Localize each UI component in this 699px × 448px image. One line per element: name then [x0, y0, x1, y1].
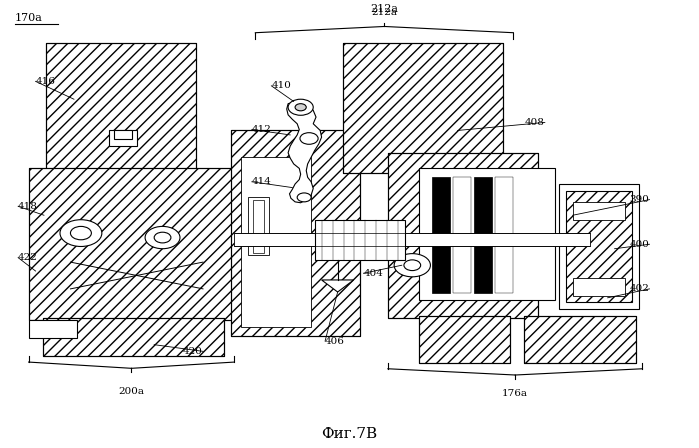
Bar [43, 318, 224, 356]
Bar [231, 130, 360, 336]
Bar [453, 177, 471, 293]
Text: 416: 416 [36, 77, 55, 86]
Text: 212a: 212a [370, 4, 398, 13]
Text: 420: 420 [183, 347, 203, 356]
Text: 406: 406 [325, 336, 345, 345]
Text: Фиг.7В: Фиг.7В [322, 427, 377, 441]
Text: 404: 404 [363, 269, 383, 278]
Bar [231, 130, 360, 336]
Bar [109, 130, 137, 146]
Text: 408: 408 [525, 118, 545, 127]
Circle shape [71, 226, 92, 240]
Circle shape [295, 103, 306, 111]
Bar [46, 43, 196, 173]
Bar [565, 191, 632, 302]
Bar [234, 233, 590, 246]
Bar [419, 168, 555, 300]
Bar [248, 198, 269, 255]
Bar [114, 130, 132, 139]
Text: 390: 390 [630, 195, 649, 204]
Bar [29, 168, 238, 320]
Text: 410: 410 [271, 82, 291, 90]
Bar [29, 320, 78, 338]
Circle shape [154, 232, 171, 243]
Bar [572, 278, 625, 296]
Bar [43, 318, 224, 356]
Circle shape [288, 99, 313, 115]
Text: 414: 414 [252, 177, 272, 186]
Bar [559, 184, 639, 309]
Bar [343, 43, 503, 173]
Text: 422: 422 [18, 253, 38, 262]
Bar [474, 177, 492, 293]
Text: 412: 412 [252, 125, 272, 134]
Text: 418: 418 [18, 202, 38, 211]
Bar [343, 43, 503, 173]
Text: 402: 402 [630, 284, 649, 293]
Polygon shape [287, 101, 322, 203]
Bar [398, 171, 412, 198]
Bar [253, 200, 264, 253]
Bar [388, 153, 538, 318]
Circle shape [394, 254, 431, 277]
Text: 212a: 212a [371, 8, 397, 17]
Polygon shape [322, 280, 354, 292]
Text: 170a: 170a [15, 13, 43, 23]
Circle shape [297, 193, 311, 202]
Circle shape [60, 220, 102, 246]
Bar [29, 168, 238, 320]
Bar [432, 177, 450, 293]
Text: 176a: 176a [502, 389, 528, 398]
Bar [46, 43, 196, 173]
Bar [241, 157, 311, 327]
Text: 400: 400 [630, 240, 649, 249]
Text: 200a: 200a [118, 387, 144, 396]
Bar [524, 316, 635, 362]
Circle shape [145, 226, 180, 249]
Bar [524, 316, 635, 362]
Bar [388, 153, 538, 318]
Circle shape [300, 133, 318, 144]
Bar [419, 316, 510, 362]
Bar [419, 316, 510, 362]
Bar [315, 220, 405, 260]
Bar [572, 202, 625, 220]
Bar [495, 177, 513, 293]
Circle shape [404, 260, 421, 271]
